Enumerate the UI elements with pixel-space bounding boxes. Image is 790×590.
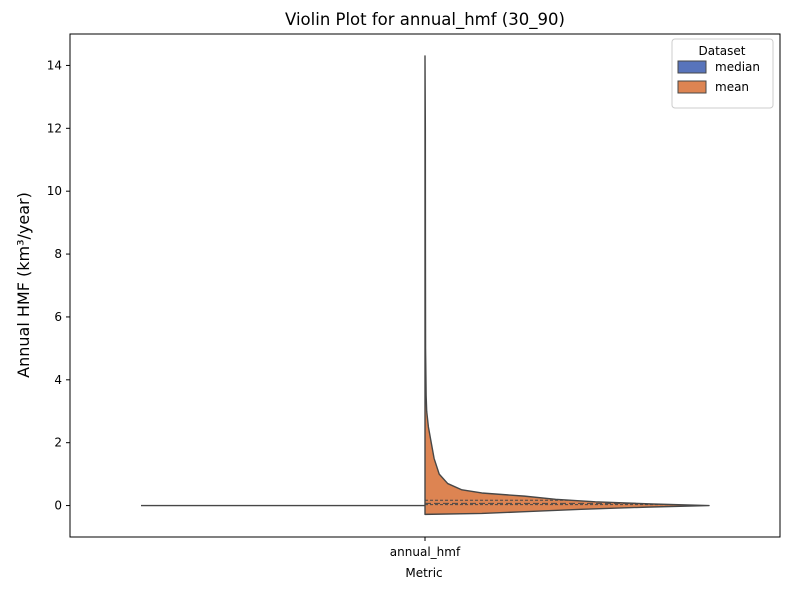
y-tick-label: 12 [47,121,62,135]
y-tick-label: 10 [47,184,62,198]
y-tick-label: 4 [54,373,62,387]
legend-title: Dataset [699,44,746,58]
chart-title: Violin Plot for annual_hmf (30_90) [285,10,565,30]
x-axis: annual_hmf [390,537,461,559]
x-tick-label: annual_hmf [390,545,461,559]
y-tick-label: 14 [47,58,62,72]
y-axis-label: Annual HMF (km³/year) [14,192,33,378]
y-axis: 0 2 4 6 8 10 12 14 [47,58,70,513]
legend-entries: median mean [677,60,760,94]
legend: Dataset median mean [671,38,774,109]
y-tick-label: 0 [54,499,62,513]
x-axis-label: Metric [405,566,442,580]
y-tick-label: 8 [54,247,62,261]
legend-label: median [715,60,760,74]
legend-swatch [677,80,707,94]
legend-swatch [677,60,707,74]
plot-layer [141,55,710,516]
y-tick-label: 2 [54,436,62,450]
violin-mean [424,55,710,516]
legend-label: mean [715,80,749,94]
y-tick-label: 6 [54,310,62,324]
